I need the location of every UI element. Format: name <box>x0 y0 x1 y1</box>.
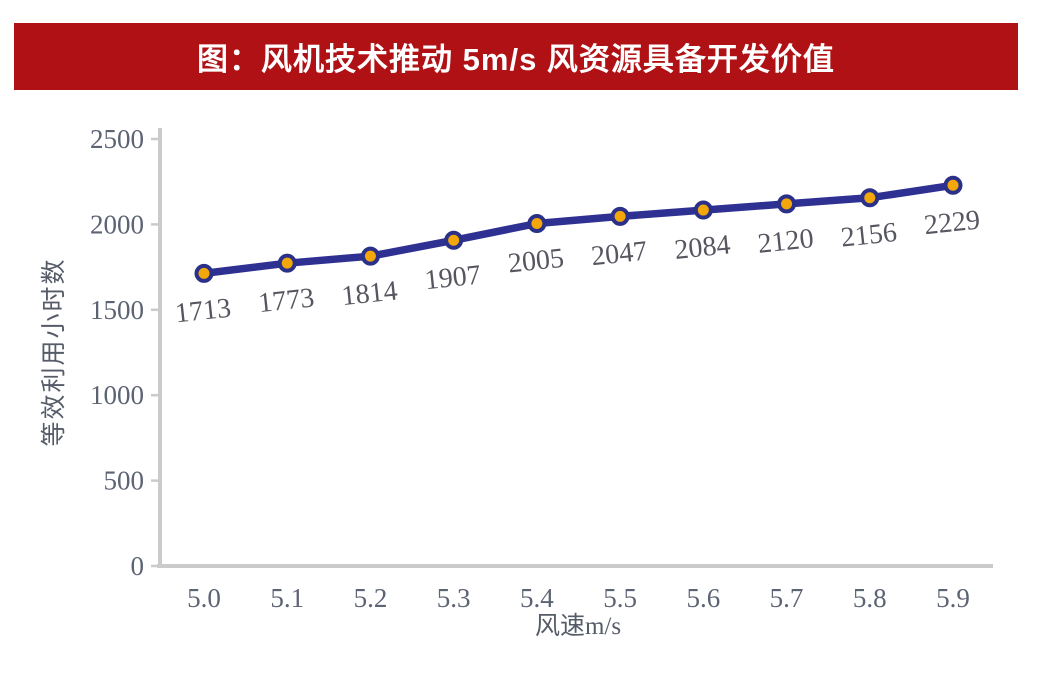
data-point <box>527 214 547 234</box>
chart-title-banner: 图：风机技术推动 5m/s 风资源具备开发价值 <box>14 23 1018 90</box>
x-tick-label: 5.3 <box>437 583 471 613</box>
data-label: 1907 <box>423 259 482 296</box>
x-tick-label: 5.4 <box>520 583 554 613</box>
x-tick-label: 5.1 <box>270 583 304 613</box>
x-tick-label: 5.8 <box>853 583 887 613</box>
chart-title: 图：风机技术推动 5m/s 风资源具备开发价值 <box>197 42 835 77</box>
data-label: 1814 <box>340 275 399 312</box>
series-line <box>200 181 957 278</box>
data-point <box>444 230 464 250</box>
y-tick-label: 500 <box>104 466 145 496</box>
y-tick-label: 0 <box>131 551 145 581</box>
y-tick-label: 2000 <box>90 209 144 239</box>
data-label: 2005 <box>507 243 566 280</box>
x-tick-label: 5.5 <box>603 583 637 613</box>
data-label: 1713 <box>174 293 233 330</box>
x-tick-label: 5.7 <box>770 583 804 613</box>
data-point <box>277 253 297 273</box>
data-point <box>943 175 963 195</box>
data-point <box>860 188 880 208</box>
data-label: 2047 <box>590 236 649 273</box>
data-label: 2156 <box>839 217 898 254</box>
x-tick-label: 5.2 <box>354 583 388 613</box>
x-axis-title: 风速m/s <box>535 612 621 640</box>
data-label: 2229 <box>923 204 982 241</box>
data-point <box>194 263 214 283</box>
data-point <box>360 246 380 266</box>
x-tick-label: 5.0 <box>187 583 221 613</box>
y-tick-label: 2500 <box>90 124 144 154</box>
x-tick-label: 5.6 <box>686 583 720 613</box>
data-point <box>610 206 630 226</box>
y-axis-title: 等效利用小时数 <box>40 257 68 446</box>
data-point <box>693 200 713 220</box>
data-label: 1773 <box>257 282 316 319</box>
data-label: 2120 <box>756 223 815 260</box>
x-tick-label: 5.9 <box>936 583 970 613</box>
y-tick-label: 1500 <box>90 295 144 325</box>
y-tick-label: 1000 <box>90 380 144 410</box>
data-point <box>777 194 797 214</box>
data-label: 2084 <box>673 229 732 266</box>
